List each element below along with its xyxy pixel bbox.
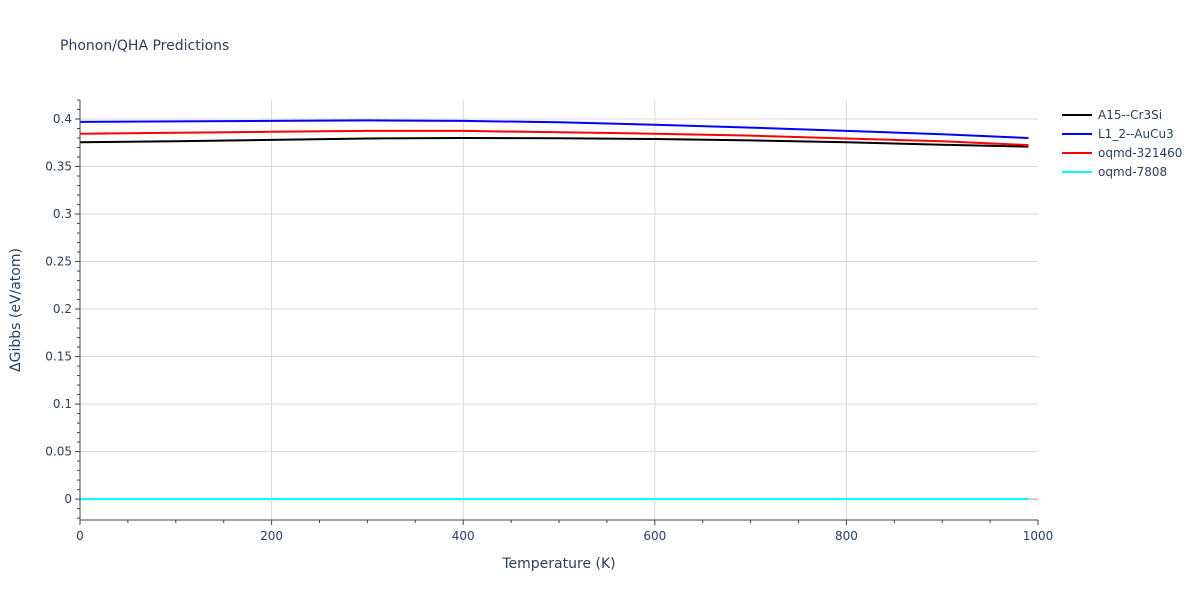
y-tick-label: 0.25 bbox=[45, 255, 72, 269]
x-tick-label: 0 bbox=[76, 529, 84, 543]
y-tick-label: 0.4 bbox=[53, 112, 72, 126]
y-tick-label: 0.15 bbox=[45, 350, 72, 364]
legend-item[interactable]: oqmd-7808 bbox=[1062, 165, 1167, 179]
y-tick-label: 0 bbox=[64, 492, 72, 506]
x-tick-label: 200 bbox=[260, 529, 283, 543]
legend-item[interactable]: A15--Cr3Si bbox=[1062, 108, 1162, 122]
chart-title: Phonon/QHA Predictions bbox=[60, 38, 229, 54]
y-tick-label: 0.3 bbox=[53, 207, 72, 221]
series-line-oqmd-321460 bbox=[79, 129, 1029, 147]
x-tick-label: 1000 bbox=[1023, 529, 1054, 543]
y-axis-ticks: 0 0.05 0.1 0.15 0.2 0.25 0.3 0.35 0.4 bbox=[45, 99, 80, 519]
y-tick-label: 0.35 bbox=[45, 160, 72, 174]
x-tick-label: 600 bbox=[643, 529, 666, 543]
y-axis-title: ΔGibbs (eV/atom) bbox=[8, 248, 24, 372]
legend-label: oqmd-321460 bbox=[1098, 146, 1182, 160]
legend-item[interactable]: oqmd-321460 bbox=[1062, 146, 1182, 160]
series-line-L1_2--AuCu3 bbox=[79, 119, 1029, 139]
legend-label: oqmd-7808 bbox=[1098, 165, 1167, 179]
y-tick-label: 0.1 bbox=[53, 397, 72, 411]
series-line-A15--Cr3Si bbox=[79, 137, 1029, 148]
legend-label: L1_2--AuCu3 bbox=[1098, 127, 1174, 141]
legend-label: A15--Cr3Si bbox=[1098, 108, 1162, 122]
x-axis-title: Temperature (K) bbox=[501, 556, 615, 572]
axes bbox=[79, 100, 1038, 521]
x-axis-ticks: 0 200 400 600 800 1000 bbox=[76, 520, 1053, 543]
series-lines bbox=[79, 119, 1029, 501]
x-tick-label: 400 bbox=[452, 529, 475, 543]
y-tick-label: 0.05 bbox=[45, 445, 72, 459]
legend[interactable]: A15--Cr3Si L1_2--AuCu3 oqmd-321460 oqmd-780… bbox=[1062, 108, 1182, 179]
legend-item[interactable]: L1_2--AuCu3 bbox=[1062, 127, 1174, 141]
grid bbox=[80, 100, 1038, 520]
y-tick-label: 0.2 bbox=[53, 302, 72, 316]
x-tick-label: 800 bbox=[835, 529, 858, 543]
